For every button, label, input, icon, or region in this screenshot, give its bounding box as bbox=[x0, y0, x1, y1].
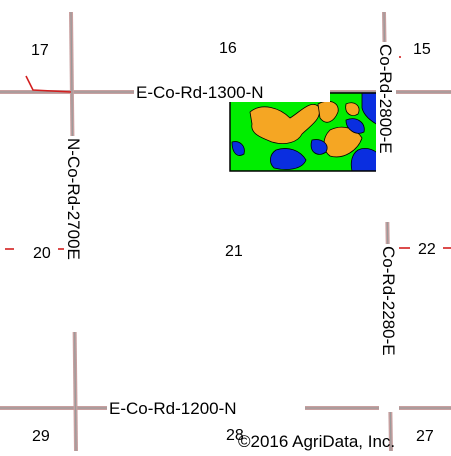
field-orange-zone-1 bbox=[249, 104, 320, 144]
section-17: 17 bbox=[31, 42, 49, 59]
section-29: 29 bbox=[32, 428, 50, 445]
section-21: 21 bbox=[225, 243, 243, 260]
road-label-north: E-Co-Rd-1300-N bbox=[136, 83, 264, 102]
section-22: 22 bbox=[418, 241, 436, 258]
road-label-east-upper: Co-Rd-2800-E bbox=[376, 44, 395, 154]
road-labels: E-Co-Rd-1300-N E-Co-Rd-1200-N N-Co-Rd-27… bbox=[64, 42, 399, 418]
road-label-south: E-Co-Rd-1200-N bbox=[109, 399, 237, 418]
section-20: 20 bbox=[33, 245, 51, 262]
field-blue-zone-4 bbox=[345, 118, 365, 134]
section-tick-nw bbox=[25, 75, 72, 93]
road-label-west: N-Co-Rd-2700E bbox=[64, 138, 83, 260]
field-blue-zone-6 bbox=[231, 141, 245, 156]
field-blue-zone-3 bbox=[310, 139, 328, 155]
field-blue-zone-5 bbox=[350, 148, 380, 171]
field-orange-zone-4 bbox=[345, 102, 360, 116]
section-15: 15 bbox=[413, 41, 431, 58]
road-label-east-lower: Co-Rd-2280-E bbox=[379, 246, 398, 356]
field-soil-map[interactable] bbox=[229, 92, 381, 172]
section-27: 27 bbox=[416, 428, 434, 445]
section-28: 28 bbox=[226, 427, 244, 444]
section-numbers: 17 16 15 20 21 22 29 28 27 bbox=[31, 40, 436, 445]
section-16: 16 bbox=[219, 40, 237, 57]
copyright-text: ©2016 AgriData, Inc. bbox=[238, 432, 395, 451]
field-blue-zone-2 bbox=[270, 148, 307, 170]
